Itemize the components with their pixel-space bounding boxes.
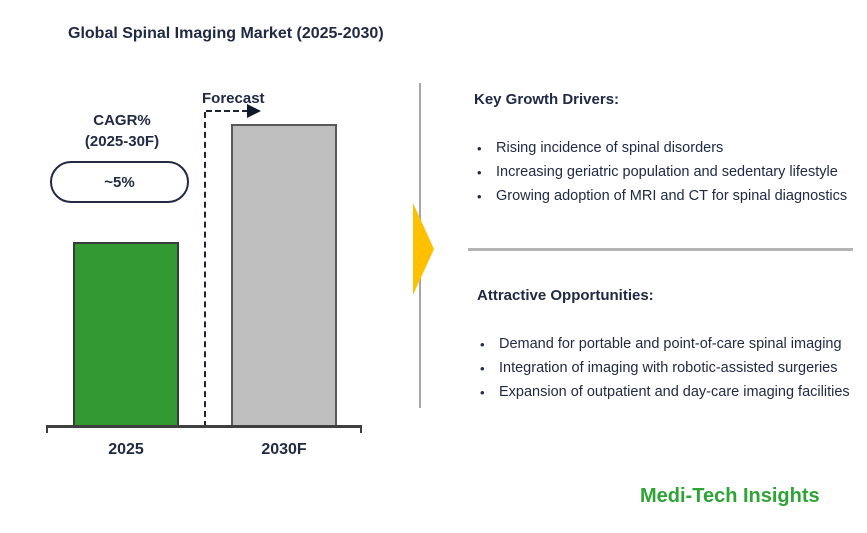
cagr-value: ~5% [104,173,135,191]
horizontal-divider [468,248,853,251]
drivers-list: Rising incidence of spinal disorders Inc… [474,141,847,213]
x-axis-baseline [46,425,362,433]
brand-logo: Medi-Tech Insights [640,485,820,507]
cagr-label-line1: CAGR% [93,112,151,129]
forecast-dashed-line-vertical [204,112,206,427]
x-axis-label-2030f: 2030F [261,441,307,458]
opportunity-item: Expansion of outpatient and day-care ima… [477,385,850,401]
forecast-arrowhead-icon [247,104,261,118]
x-axis-label-2025: 2025 [108,441,144,458]
cagr-label-line2: (2025-30F) [84,133,160,150]
page-title: Global Spinal Imaging Market (2025-2030) [68,25,384,42]
forecast-dashed-line-horizontal [206,110,248,112]
opportunity-item: Demand for portable and point-of-care sp… [477,337,850,353]
cagr-label: CAGR% (2025-30F) [48,110,196,152]
cagr-badge: ~5% [50,161,189,203]
driver-item: Rising incidence of spinal disorders [474,141,847,157]
opportunities-heading: Attractive Opportunities: [477,287,654,304]
bar-2025 [73,242,179,427]
opportunities-list: Demand for portable and point-of-care sp… [477,337,850,409]
drivers-heading: Key Growth Drivers: [474,91,620,108]
yellow-arrow-icon [413,203,434,295]
driver-item: Increasing geriatric population and sede… [474,165,847,181]
opportunity-item: Integration of imaging with robotic-assi… [477,361,850,377]
forecast-label: Forecast [202,90,265,107]
bar-2030f [231,124,337,427]
driver-item: Growing adoption of MRI and CT for spina… [474,189,847,205]
